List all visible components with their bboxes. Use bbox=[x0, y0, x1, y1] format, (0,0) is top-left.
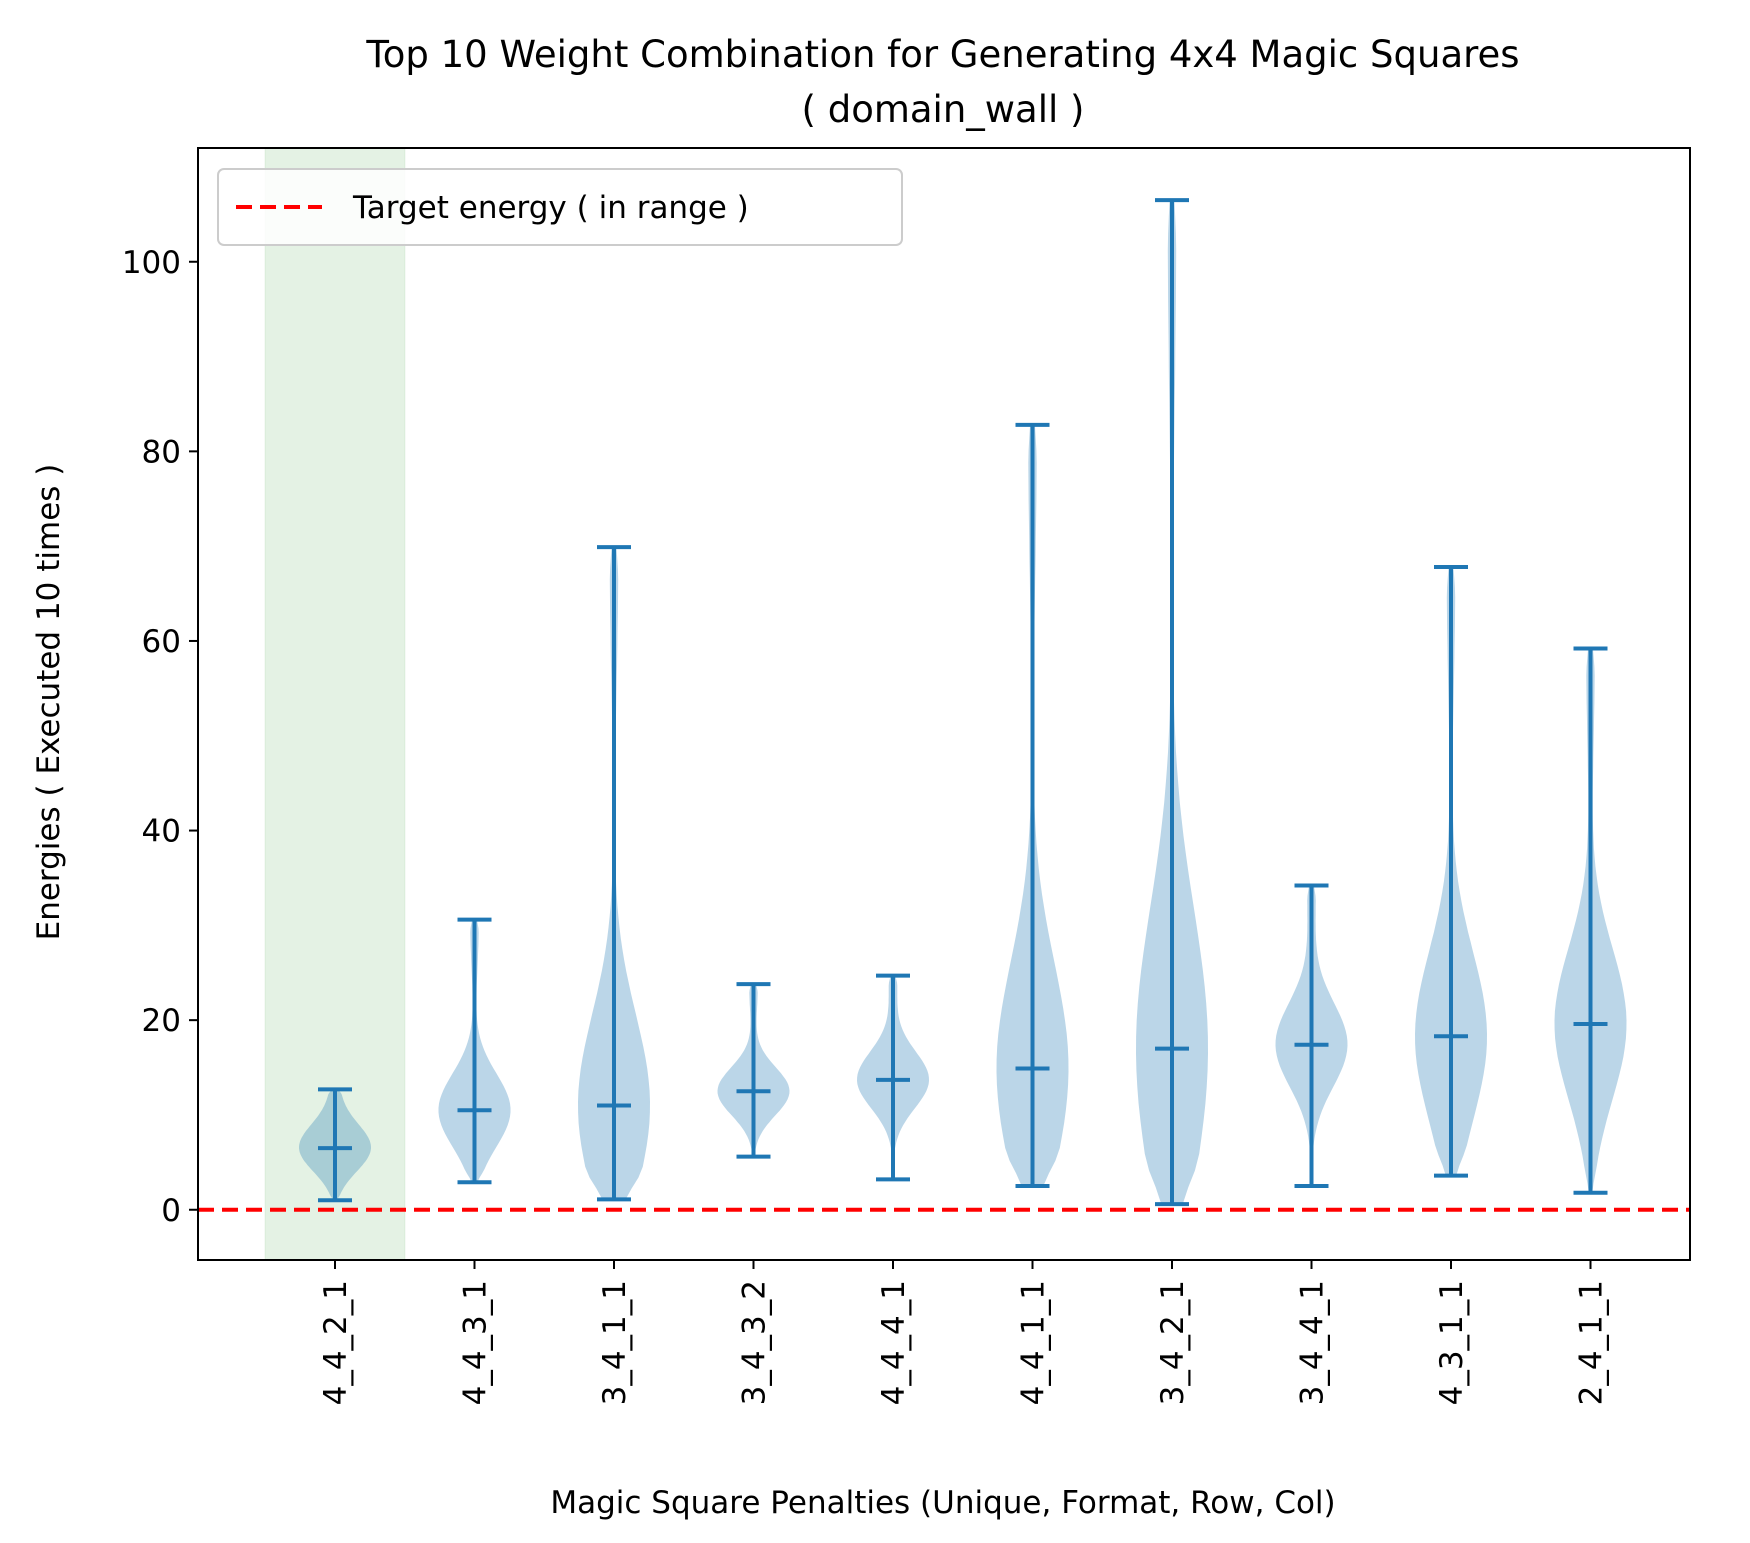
x-tick-label-3_4_3_2: 3_4_3_2 bbox=[737, 1280, 773, 1405]
y-tick-label: 0 bbox=[161, 1193, 181, 1229]
y-tick-label: 20 bbox=[142, 1003, 181, 1039]
x-tick-label-4_3_1_1: 4_3_1_1 bbox=[1434, 1280, 1470, 1405]
legend-target-label: Target energy ( in range ) bbox=[352, 190, 749, 226]
violin-3_4_1_1 bbox=[578, 545, 650, 1202]
x-tick-label-2_4_1_1: 2_4_1_1 bbox=[1574, 1280, 1610, 1405]
y-tick-label: 60 bbox=[142, 624, 181, 660]
x-tick-label-3_4_4_1: 3_4_4_1 bbox=[1295, 1280, 1331, 1405]
violin-4_4_3_1 bbox=[438, 917, 511, 1185]
y-axis-ticks: 0 20 40 60 80 100 bbox=[122, 245, 198, 1229]
x-tick-label-4_4_4_1: 4_4_4_1 bbox=[876, 1280, 912, 1405]
x-tick-label-3_4_2_1: 3_4_2_1 bbox=[1155, 1280, 1191, 1405]
violin-3_4_3_2 bbox=[717, 982, 790, 1159]
violin-2_4_1_1 bbox=[1554, 646, 1627, 1195]
violin-4_4_2_1 bbox=[299, 1087, 371, 1203]
violin-4_4_4_1 bbox=[857, 973, 929, 1182]
violin-4_4_1_1 bbox=[996, 422, 1069, 1189]
violin-4_3_1_1 bbox=[1415, 565, 1487, 1178]
violins-layer bbox=[299, 198, 1627, 1207]
y-tick-label: 40 bbox=[142, 814, 181, 850]
legend: Target energy ( in range ) bbox=[217, 168, 903, 246]
y-tick-label: 100 bbox=[122, 245, 181, 281]
y-tick-label: 80 bbox=[142, 434, 181, 470]
violin-3_4_2_1 bbox=[1136, 198, 1208, 1207]
x-tick-label-4_4_2_1: 4_4_2_1 bbox=[318, 1280, 354, 1405]
x-tick-label-4_4_3_1: 4_4_3_1 bbox=[458, 1280, 494, 1405]
chart-title: Top 10 Weight Combination for Generating… bbox=[365, 33, 1519, 76]
x-axis-ticks: 4_4_2_1 4_4_3_1 3_4_1_1 3_4_3_2 4_4_4_1 4_4_1… bbox=[318, 1260, 1610, 1405]
x-axis-label: Magic Square Penalties (Unique, Format, … bbox=[550, 1485, 1335, 1521]
highlight-band bbox=[264, 147, 406, 1261]
violin-3_4_4_1 bbox=[1275, 883, 1348, 1189]
y-axis-label: Energies ( Executed 10 times ) bbox=[31, 464, 67, 941]
x-tick-label-4_4_1_1: 4_4_1_1 bbox=[1016, 1280, 1052, 1405]
plot-frame bbox=[197, 147, 1691, 1261]
x-tick-label-3_4_1_1: 3_4_1_1 bbox=[597, 1280, 633, 1405]
legend-box bbox=[217, 168, 903, 246]
chart-subtitle: ( domain_wall ) bbox=[802, 88, 1085, 131]
